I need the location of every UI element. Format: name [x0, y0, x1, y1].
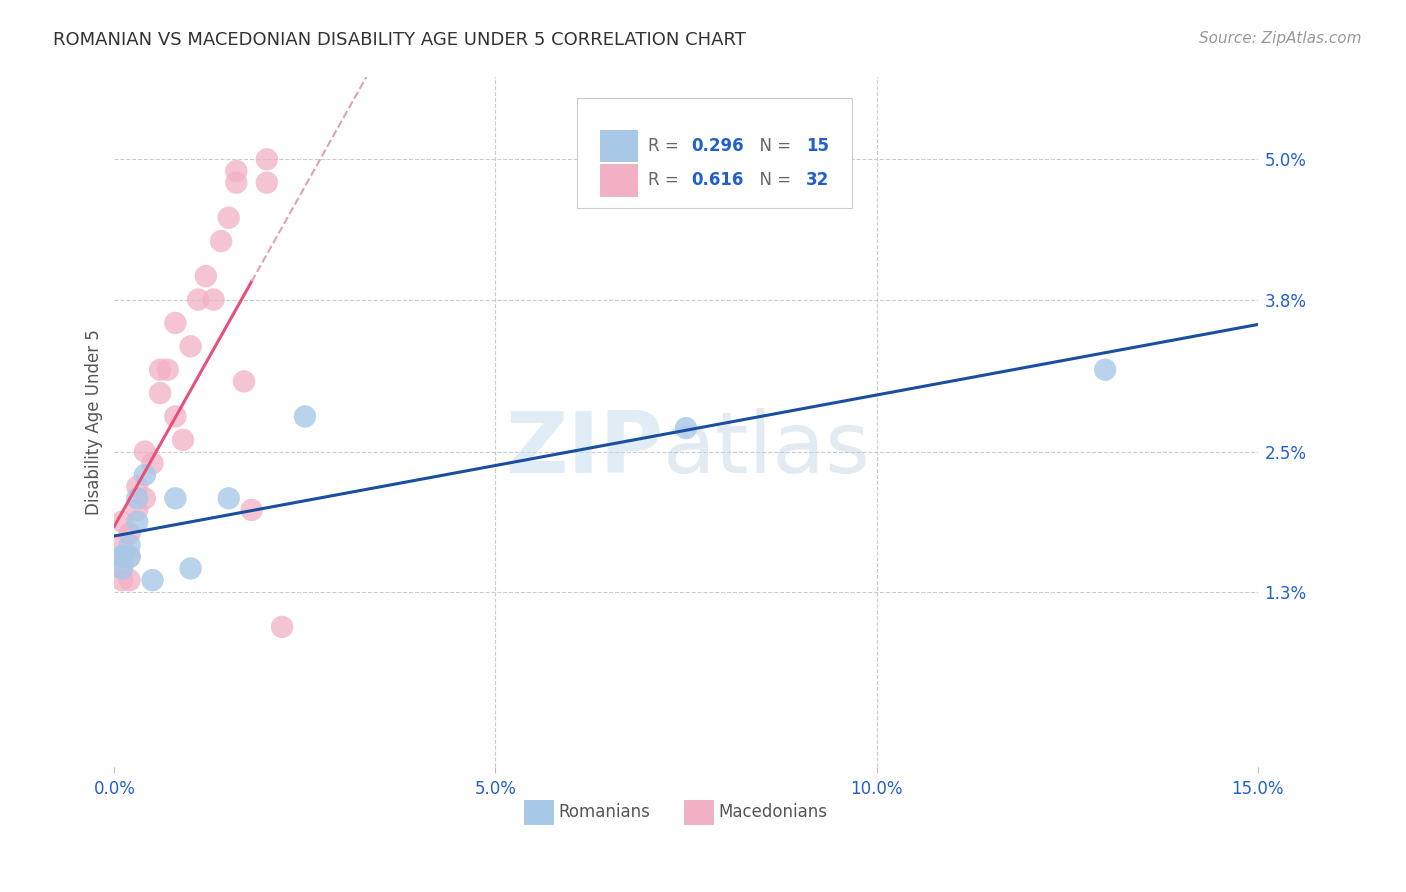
Point	[111, 561, 134, 575]
Point	[202, 293, 225, 307]
Point	[118, 526, 141, 541]
Point	[127, 480, 149, 494]
FancyBboxPatch shape	[523, 800, 554, 823]
Point	[225, 176, 247, 190]
Point	[225, 164, 247, 178]
Point	[675, 421, 697, 435]
Point	[180, 339, 202, 353]
Text: N =: N =	[749, 136, 796, 154]
Point	[141, 456, 163, 470]
Point	[256, 153, 278, 167]
Point	[118, 549, 141, 564]
Point	[118, 573, 141, 587]
Point	[256, 176, 278, 190]
Point	[118, 549, 141, 564]
Text: 0.616: 0.616	[692, 171, 744, 189]
Point	[127, 515, 149, 529]
Text: R =: R =	[648, 136, 685, 154]
Point	[1094, 362, 1116, 376]
Point	[111, 515, 134, 529]
Point	[134, 444, 156, 458]
Point	[294, 409, 316, 424]
Point	[111, 549, 134, 564]
Point	[271, 620, 294, 634]
Text: 15: 15	[806, 136, 830, 154]
Text: ROMANIAN VS MACEDONIAN DISABILITY AGE UNDER 5 CORRELATION CHART: ROMANIAN VS MACEDONIAN DISABILITY AGE UN…	[53, 31, 747, 49]
Point	[194, 269, 217, 284]
Point	[180, 561, 202, 575]
Point	[233, 375, 256, 389]
Point	[165, 491, 187, 506]
Point	[118, 538, 141, 552]
FancyBboxPatch shape	[600, 129, 637, 161]
Point	[111, 561, 134, 575]
Text: atlas: atlas	[664, 409, 872, 491]
Point	[156, 362, 179, 376]
Point	[134, 491, 156, 506]
Point	[172, 433, 194, 447]
Point	[218, 491, 240, 506]
Point	[218, 211, 240, 225]
Text: 32: 32	[806, 171, 830, 189]
Point	[134, 467, 156, 482]
Point	[127, 503, 149, 517]
Point	[127, 491, 149, 506]
Point	[149, 362, 172, 376]
Point	[165, 316, 187, 330]
Point	[240, 503, 263, 517]
Point	[165, 409, 187, 424]
Text: Macedonians: Macedonians	[718, 803, 827, 821]
Point	[111, 549, 134, 564]
FancyBboxPatch shape	[683, 800, 713, 823]
Point	[187, 293, 209, 307]
FancyBboxPatch shape	[600, 164, 637, 196]
Text: R =: R =	[648, 171, 685, 189]
Point	[111, 538, 134, 552]
Point	[111, 573, 134, 587]
Text: N =: N =	[749, 171, 796, 189]
Point	[111, 549, 134, 564]
Text: Romanians: Romanians	[558, 803, 650, 821]
FancyBboxPatch shape	[578, 98, 852, 209]
Point	[149, 386, 172, 401]
Text: ZIP: ZIP	[505, 409, 664, 491]
Point	[209, 234, 232, 248]
Point	[141, 573, 163, 587]
Y-axis label: Disability Age Under 5: Disability Age Under 5	[86, 329, 103, 516]
Text: 0.296: 0.296	[692, 136, 744, 154]
Text: Source: ZipAtlas.com: Source: ZipAtlas.com	[1198, 31, 1361, 46]
